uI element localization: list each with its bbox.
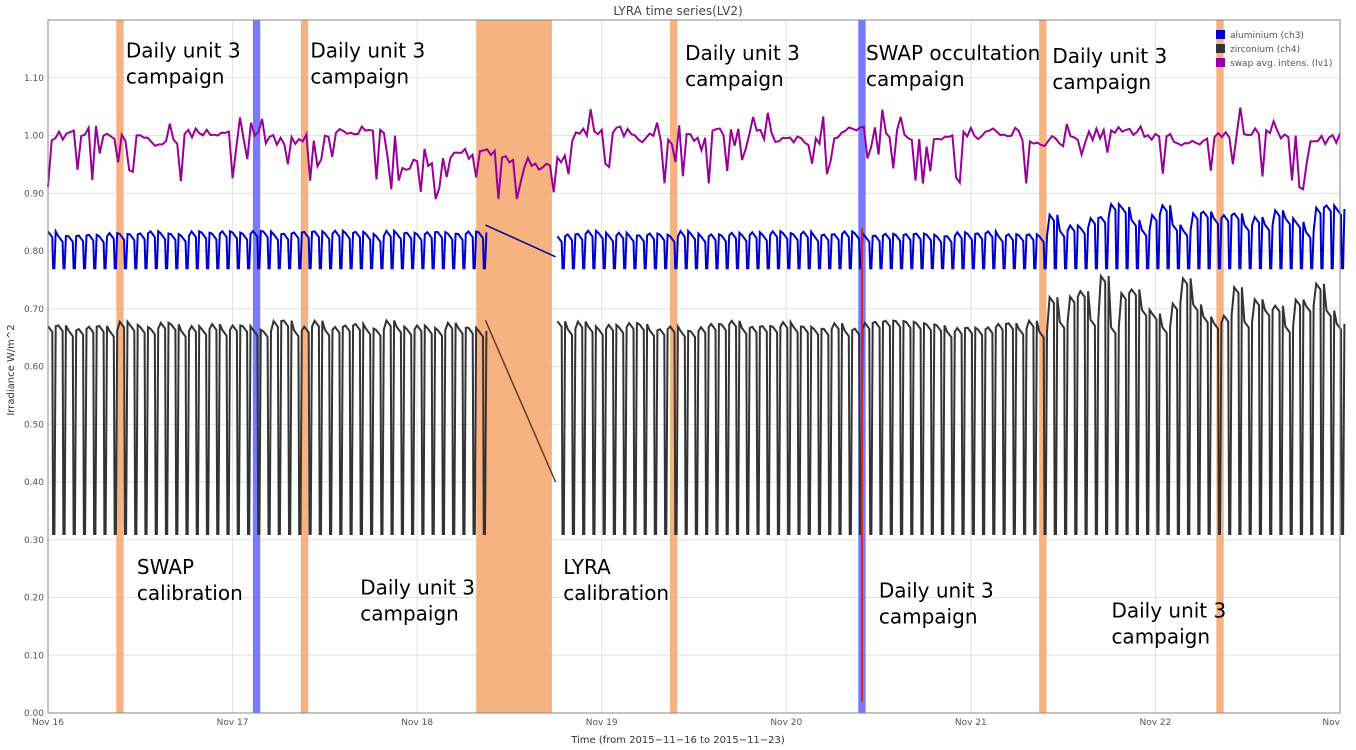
legend-swatch [1216, 44, 1225, 53]
annotation-line: LYRA [563, 555, 611, 579]
annotation-label: Daily unit 3 campaign [1052, 44, 1167, 94]
annotation-label: Daily unit 3 campaign [310, 38, 425, 88]
x-tick-label: Nov [1322, 718, 1340, 728]
campaign-band [116, 20, 124, 713]
y-tick-label: 0.90 [24, 189, 44, 199]
annotation-line: SWAP occultation [866, 41, 1040, 65]
y-axis-label: Irradiance W/m^2 [6, 324, 17, 415]
annotation-line: Daily unit 3 [360, 575, 475, 599]
annotation-label: SWAP calibration [137, 555, 243, 605]
y-tick-label: 0.60 [24, 363, 44, 373]
annotation-label: Daily unit 3 campaign [126, 38, 241, 88]
y-tick-label: 1.00 [24, 132, 44, 142]
y-tick-label: 0.70 [24, 305, 44, 315]
x-tick-label: Nov 19 [586, 718, 618, 728]
y-tick-label: 0.20 [24, 594, 44, 604]
annotation-line: campaign [1111, 625, 1210, 649]
x-axis-label: Time (from 2015−11−16 to 2015−11−23) [570, 735, 785, 746]
annotation-line: Daily unit 3 [1111, 599, 1226, 623]
annotation-line: Daily unit 3 [126, 38, 241, 62]
y-tick-label: 0.50 [24, 420, 44, 430]
y-axis-ticks: 0.00 0.10 0.20 0.30 0.40 0.50 0.60 0.70 0.80 0.90… [24, 74, 44, 719]
annotation-label: Daily unit 3 campaign [879, 578, 994, 628]
data-series [47, 107, 1346, 702]
annotation-line: calibration [137, 581, 243, 605]
annotation-line: SWAP [137, 555, 194, 579]
annotation-line: Daily unit 3 [879, 578, 994, 602]
legend-swatch [1216, 58, 1225, 67]
y-tick-label: 0.00 [24, 709, 44, 719]
legend-label: zirconium (ch4) [1230, 45, 1300, 55]
annotation-label: LYRA calibration [563, 555, 669, 605]
legend-label: aluminium (ch3) [1230, 31, 1304, 41]
x-tick-label: Nov 17 [217, 718, 249, 728]
annotation-line: campaign [360, 601, 459, 625]
annotation-line: campaign [310, 64, 409, 88]
legend-swatch [1216, 30, 1225, 39]
y-tick-label: 0.40 [24, 478, 44, 488]
annotation-line: campaign [1052, 70, 1151, 94]
annotation-line: campaign [866, 67, 965, 91]
annotation-label: SWAP occultation campaign [866, 41, 1040, 91]
chart-title: LYRA time series(LV2) [613, 4, 742, 18]
x-axis-ticks: Nov 16 Nov 17 Nov 18 Nov 19 Nov 20 Nov 21 Nov … [32, 718, 1341, 728]
annotation-line: campaign [879, 604, 978, 628]
campaign-band [476, 20, 552, 713]
series-aluminium-gap-line [485, 224, 556, 258]
series-aluminium-line [47, 201, 1346, 270]
legend: aluminium (ch3) zirconium (ch4) swap avg. … [1216, 30, 1332, 69]
plot-frame [47, 19, 1341, 714]
annotation-label: Daily unit 3 campaign [685, 41, 800, 91]
x-tick-label: Nov 20 [770, 718, 802, 728]
y-tick-label: 0.80 [24, 247, 44, 257]
campaign-band [300, 20, 309, 713]
annotation-line: Daily unit 3 [1052, 44, 1167, 68]
series-zirconium-line [47, 273, 1346, 535]
annotation-line: campaign [126, 64, 225, 88]
y-tick-label: 1.10 [24, 74, 44, 84]
annotation-label: Daily unit 3 campaign [1111, 599, 1226, 649]
annotation-line: Daily unit 3 [310, 38, 425, 62]
x-tick-label: Nov 21 [955, 718, 987, 728]
annotation-line: Daily unit 3 [685, 41, 800, 65]
annotation-line: campaign [685, 67, 784, 91]
campaign-band [1216, 20, 1224, 713]
x-tick-label: Nov 16 [32, 718, 64, 728]
series-zirconium-gap-line [484, 320, 557, 483]
legend-label: swap avg. intens. (lv1) [1230, 59, 1332, 69]
x-tick-label: Nov 18 [401, 718, 433, 728]
annotation-line: calibration [563, 581, 669, 605]
annotation-label: Daily unit 3 campaign [360, 575, 475, 625]
x-tick-label: Nov 22 [1139, 718, 1171, 728]
series-swap-line [47, 107, 1341, 200]
y-tick-label: 0.10 [24, 651, 44, 661]
y-tick-label: 0.30 [24, 536, 44, 546]
